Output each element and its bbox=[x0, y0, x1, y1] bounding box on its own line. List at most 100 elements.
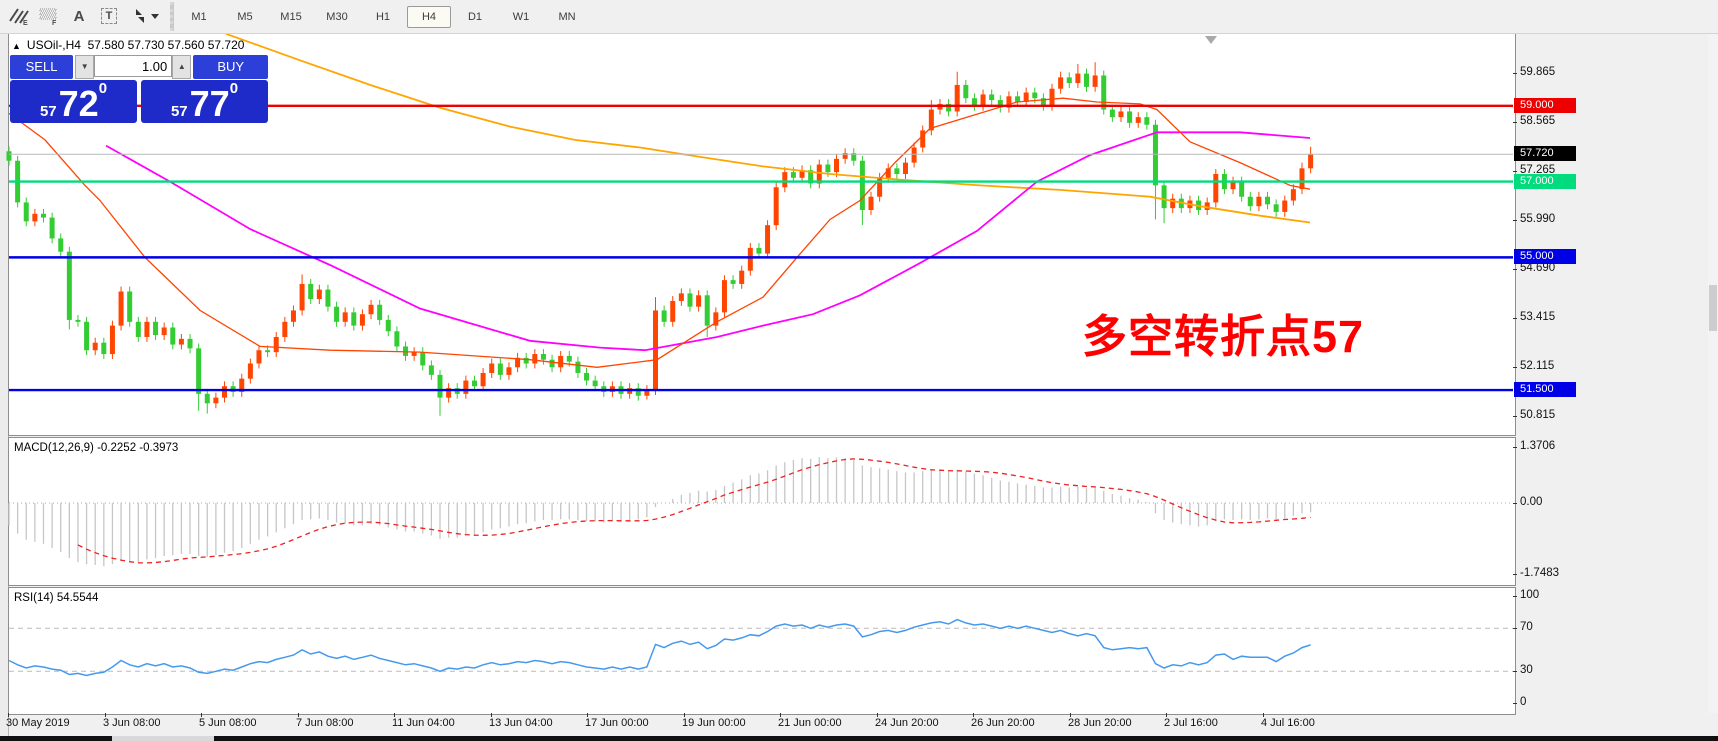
timeframe-button-d1[interactable]: D1 bbox=[467, 10, 483, 23]
timeframe-button-h1[interactable]: H1 bbox=[375, 10, 391, 23]
svg-text:F: F bbox=[52, 20, 57, 26]
timeframe-button-m1[interactable]: M1 bbox=[191, 10, 207, 23]
sell-price-small: 57 bbox=[39, 103, 57, 120]
one-click-trading-panel: SELL ▼ ▲ BUY 57 72 0 57 77 0 bbox=[10, 55, 268, 123]
objects-icon[interactable]: E bbox=[6, 4, 32, 28]
x-axis-tick bbox=[8, 713, 9, 717]
price-axis-label: 54.690 bbox=[1520, 262, 1556, 274]
price-axis-label-tick bbox=[1513, 220, 1517, 221]
rsi-axis-label-tick bbox=[1513, 703, 1517, 704]
x-axis-tick bbox=[491, 713, 492, 717]
x-axis-label: 28 Jun 20:00 bbox=[1068, 717, 1132, 729]
x-axis-label: 13 Jun 04:00 bbox=[489, 717, 553, 729]
timeframe-button-m5[interactable]: M5 bbox=[237, 10, 253, 23]
x-axis-tick bbox=[877, 713, 878, 717]
x-axis-tick bbox=[973, 713, 974, 717]
x-axis-tick bbox=[1070, 713, 1071, 717]
price-badge-57.000: 57.000 bbox=[1514, 174, 1576, 189]
ohlc-values: 57.580 57.730 57.560 57.720 bbox=[87, 38, 245, 52]
toolbar-separator bbox=[170, 2, 174, 31]
x-axis-label: 4 Jul 16:00 bbox=[1261, 717, 1315, 729]
timeframe-button-mn[interactable]: MN bbox=[558, 10, 576, 23]
price-axis-label-tick bbox=[1513, 171, 1517, 172]
macd-axis-label: 1.3706 bbox=[1520, 440, 1556, 452]
horizontal-scrollbar-thumb[interactable] bbox=[112, 736, 214, 741]
x-axis-label: 26 Jun 20:00 bbox=[971, 717, 1035, 729]
arrange-icon[interactable] bbox=[128, 4, 162, 28]
price-axis-label: 58.565 bbox=[1520, 115, 1556, 127]
rsi-panel[interactable] bbox=[8, 587, 1516, 715]
rsi-axis-label: 100 bbox=[1520, 589, 1540, 601]
chart-header: ▲ USOil-,H4 57.580 57.730 57.560 57.720 bbox=[12, 38, 244, 52]
sell-button[interactable]: SELL bbox=[10, 55, 74, 79]
price-axis-label: 55.990 bbox=[1520, 213, 1556, 225]
vertical-scrollbar-thumb[interactable] bbox=[1709, 285, 1717, 331]
rsi-label: RSI(14) 54.5544 bbox=[14, 592, 99, 604]
rsi-axis-label-tick bbox=[1513, 628, 1517, 629]
price-axis-label: 53.415 bbox=[1520, 311, 1556, 323]
horizontal-scrollbar[interactable] bbox=[0, 736, 1718, 741]
price-axis-label-tick bbox=[1513, 73, 1517, 74]
x-axis-label: 17 Jun 00:00 bbox=[585, 717, 649, 729]
volume-input[interactable] bbox=[94, 55, 173, 77]
macd-axis-label-tick bbox=[1513, 447, 1517, 448]
macd-axis-label-tick bbox=[1513, 503, 1517, 504]
timeframe-button-m30[interactable]: M30 bbox=[326, 10, 348, 23]
macd-axis-label: 0.00 bbox=[1520, 496, 1543, 508]
x-axis-tick bbox=[1166, 713, 1167, 717]
x-axis-label: 19 Jun 00:00 bbox=[682, 717, 746, 729]
x-axis-tick bbox=[684, 713, 685, 717]
timeframe-button-m15[interactable]: M15 bbox=[280, 10, 302, 23]
price-axis-label-tick bbox=[1513, 416, 1517, 417]
x-axis-tick bbox=[105, 713, 106, 717]
x-axis-label: 24 Jun 20:00 bbox=[875, 717, 939, 729]
price-axis-label-tick bbox=[1513, 367, 1517, 368]
x-axis-label: 5 Jun 08:00 bbox=[199, 717, 257, 729]
price-badge-51.500: 51.500 bbox=[1514, 382, 1576, 397]
x-axis-tick bbox=[780, 713, 781, 717]
x-axis-label: 11 Jun 04:00 bbox=[392, 717, 455, 729]
vertical-scrollbar[interactable] bbox=[1708, 33, 1718, 713]
macd-label: MACD(12,26,9) -0.2252 -0.3973 bbox=[14, 442, 179, 454]
price-badge-55.000: 55.000 bbox=[1514, 249, 1576, 264]
rsi-axis-label: 30 bbox=[1520, 664, 1533, 676]
chart-text-annotation[interactable]: 多空转折点57 bbox=[1082, 311, 1365, 362]
svg-text:E: E bbox=[23, 20, 28, 26]
macd-axis-label: -1.7483 bbox=[1520, 567, 1560, 579]
x-axis-label: 7 Jun 08:00 bbox=[296, 717, 354, 729]
text-label-icon[interactable]: A bbox=[73, 7, 85, 25]
x-axis-tick bbox=[201, 713, 202, 717]
symbol-period-label: USOil-,H4 bbox=[26, 38, 81, 52]
x-axis-tick bbox=[394, 713, 395, 717]
x-axis-tick bbox=[298, 713, 299, 717]
timeframe-button-w1[interactable]: W1 bbox=[512, 10, 530, 23]
sell-price-big: 72 bbox=[58, 83, 99, 124]
x-axis-label: 3 Jun 08:00 bbox=[103, 717, 161, 729]
text-box-icon[interactable]: T bbox=[96, 4, 122, 28]
rsi-axis-label-tick bbox=[1513, 596, 1517, 597]
price-axis-label-tick bbox=[1513, 122, 1517, 123]
toolbar: E F A T M1 M5 M15 M30 H1 H4 D1 W bbox=[0, 0, 1718, 34]
rsi-axis-label: 70 bbox=[1520, 621, 1533, 633]
buy-price-big: 77 bbox=[189, 83, 230, 124]
sell-price-box[interactable]: 57 72 0 bbox=[10, 80, 137, 123]
buy-price-box[interactable]: 57 77 0 bbox=[141, 80, 268, 123]
buy-button[interactable]: BUY bbox=[193, 55, 268, 79]
macd-panel[interactable] bbox=[8, 437, 1516, 586]
sell-price-sup: 0 bbox=[98, 80, 108, 97]
timeframe-button-h4[interactable]: H4 bbox=[407, 5, 451, 28]
price-axis-label: 57.265 bbox=[1520, 164, 1556, 176]
collapse-arrow-icon[interactable]: ▲ bbox=[12, 41, 21, 51]
price-axis-label-tick bbox=[1513, 269, 1517, 270]
price-axis-label: 59.865 bbox=[1520, 66, 1556, 78]
x-axis-tick bbox=[1263, 713, 1264, 717]
x-axis-label: 30 May 2019 bbox=[6, 717, 70, 729]
x-axis-label: 21 Jun 00:00 bbox=[778, 717, 842, 729]
indicator-list-icon[interactable]: F bbox=[36, 4, 62, 28]
volume-decrease-button[interactable]: ▼ bbox=[75, 55, 95, 79]
timeframe-bar: M1 M5 M15 M30 H1 H4 D1 W1 MN bbox=[176, 3, 590, 30]
bar-shift-marker-icon[interactable] bbox=[1205, 36, 1217, 44]
volume-increase-button[interactable]: ▲ bbox=[172, 55, 192, 79]
macd-axis-label-tick bbox=[1513, 574, 1517, 575]
